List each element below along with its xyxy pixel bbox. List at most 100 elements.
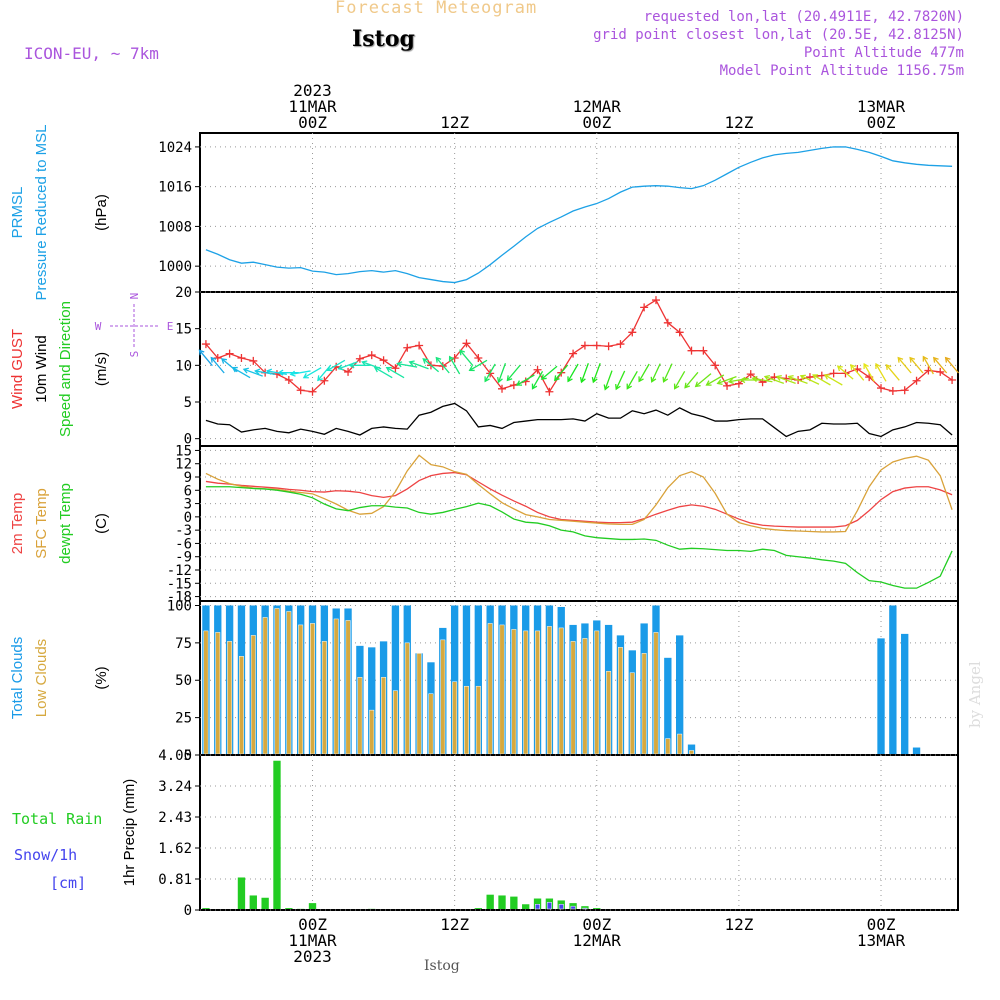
bar-low-clouds — [487, 623, 493, 755]
wind-arrow — [554, 364, 569, 381]
footer-station: Istog — [424, 958, 460, 974]
bar-total-rain — [510, 896, 518, 909]
wind-arrow-head — [673, 383, 680, 390]
y-tick-label: 3.24 — [158, 779, 192, 795]
wind-arrow — [764, 375, 785, 385]
y-tick-label: 25 — [175, 711, 192, 727]
compass-north: N — [128, 293, 141, 300]
gust-marker — [936, 367, 945, 376]
gust-marker — [474, 354, 483, 362]
wind-arrow-head — [812, 374, 819, 380]
wind-arrow — [875, 363, 887, 382]
bar-total-rain — [533, 898, 542, 909]
y-tick-label: 0 — [184, 510, 192, 526]
bar-low-clouds — [310, 623, 315, 755]
bar-low-clouds — [570, 641, 576, 755]
wind-arrow-head — [579, 377, 586, 384]
wind-arrow-head — [422, 358, 429, 364]
wind-arrow-head — [775, 374, 782, 381]
panel-label: Speed and Direction — [57, 301, 74, 437]
grid-point-location: grid point closest lon,lat (20.5E, 42.81… — [593, 27, 964, 43]
line-sfc-temp — [205, 454, 953, 533]
gust-marker — [462, 339, 471, 348]
line-dewpt-temp — [205, 486, 953, 589]
panel-label: Snow/1h — [14, 846, 77, 864]
wind-arrow — [897, 357, 912, 374]
bar-low-clouds — [464, 685, 469, 755]
bar-total-rain — [474, 908, 482, 909]
y-tick-label: -18 — [167, 590, 192, 606]
bar-low-clouds — [689, 750, 694, 755]
compass-east: E — [167, 320, 174, 333]
y-tick-label: 50 — [175, 673, 192, 689]
gust-marker — [249, 356, 258, 365]
gust-marker — [711, 361, 720, 370]
gust-marker — [746, 370, 755, 379]
wind-arrow-head — [317, 375, 323, 382]
wind-arrow-head — [459, 349, 465, 356]
gust-marker — [308, 387, 317, 396]
wind-arrow — [885, 364, 900, 381]
top-time-label: 12Z — [440, 113, 469, 132]
bar-low-clouds — [677, 733, 683, 755]
wind-arrow-head — [210, 356, 217, 363]
wind-arrow-head — [863, 362, 869, 370]
gust-marker — [403, 343, 412, 352]
gust-marker — [355, 354, 364, 363]
wind-arrow — [232, 367, 251, 379]
wind-arrow — [638, 363, 650, 382]
gust-marker — [900, 386, 909, 395]
wind-arrow-head — [385, 366, 392, 373]
wind-arrow-head — [506, 375, 513, 382]
gust-marker — [201, 340, 210, 349]
y-tick-label: -9 — [175, 550, 192, 566]
gust-marker — [569, 349, 578, 358]
bar-total-clouds — [877, 638, 885, 754]
wind-arrow — [604, 370, 613, 390]
y-tick-label: 1.62 — [158, 841, 192, 857]
model-point-altitude: Model Point Altitude 1156.75m — [719, 63, 964, 79]
y-tick-label: 1008 — [158, 219, 192, 235]
gust-marker — [723, 381, 732, 390]
wind-arrow — [506, 364, 521, 381]
bar-low-clouds — [653, 632, 659, 755]
wind-arrow-head — [922, 355, 929, 362]
bar-total-rain — [273, 760, 281, 909]
bar-snow-1h — [546, 902, 552, 910]
wind-arrow-head — [662, 376, 669, 383]
bar-low-clouds — [369, 709, 375, 755]
wind-arrow — [449, 356, 461, 375]
wind-arrow — [909, 357, 924, 374]
bar-low-clouds — [618, 647, 623, 755]
gust-marker — [545, 387, 554, 396]
gust-marker — [592, 341, 601, 350]
wind-arrow-head — [909, 356, 916, 363]
wind-arrow-head — [591, 377, 598, 384]
wind-arrow-head — [540, 374, 547, 380]
top-time-label: 2023 — [293, 81, 332, 100]
bar-low-clouds — [475, 685, 481, 755]
wind-arrow-head — [497, 377, 503, 384]
y-tick-label: 1024 — [158, 140, 192, 156]
gust-marker — [699, 346, 708, 355]
bar-total-rain — [593, 908, 601, 909]
line-pressure — [205, 146, 953, 284]
bottom-time-label: 12Z — [440, 915, 469, 934]
wind-arrow — [567, 363, 579, 382]
bar-total-rain — [486, 894, 494, 909]
y-tick-label: 3 — [184, 497, 192, 513]
wind-arrow-head — [553, 375, 560, 382]
panel-label: 2m Temp — [9, 493, 26, 554]
y-tick-label: 0 — [184, 432, 192, 448]
panel-label: Wind GUST — [9, 329, 26, 409]
bar-total-clouds — [474, 605, 482, 754]
panel-label: dewpt Temp — [57, 483, 74, 564]
y-tick-label: 5 — [184, 395, 192, 411]
wind-arrow-head — [850, 364, 856, 371]
bar-total-clouds — [368, 647, 376, 754]
panel-label: Total Clouds — [9, 637, 26, 720]
wind-arrow — [267, 370, 287, 376]
wind-arrow — [592, 363, 601, 383]
wind-arrow — [933, 357, 948, 374]
wind-arrow-head — [694, 381, 701, 388]
